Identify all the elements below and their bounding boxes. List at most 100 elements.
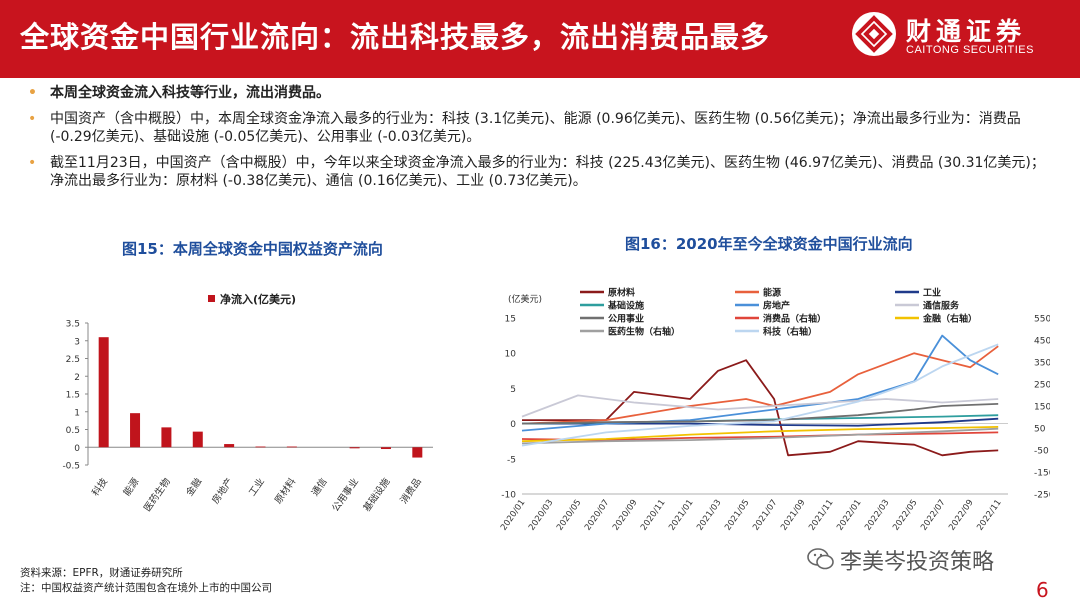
legend-label: 金融（右轴） — [922, 313, 977, 325]
x-tick-label: 2021/03 — [695, 498, 723, 533]
weekly-flow-bar-chart: 净流入(亿美元) 3.5 3 2.5 2 1.5 1 0.5 0 -0.5 科技 能源 医药生物 金融 房地… — [62, 292, 433, 514]
series-line — [521, 343, 999, 447]
bar — [412, 447, 423, 458]
series-line — [521, 427, 999, 445]
company-logo: 财通证券 CAITONG SECURITIES — [852, 10, 1062, 66]
x-tick-label: 消费品 — [398, 476, 424, 506]
scope-note: 注：中国权益资产统计范围包含在境外上市的中国公司 — [20, 582, 272, 594]
legend-label: 公用事业 — [608, 313, 644, 325]
y-tick-label: 3 — [74, 337, 80, 347]
x-tick-label: 能源 — [121, 475, 142, 498]
x-tick-label: 2020/03 — [527, 498, 555, 533]
bar — [286, 446, 297, 448]
bullet-item: • 截至11月23日，中国资产（含中概股）中，今年以来全球资金净流入最多的行业为：… — [28, 155, 1045, 189]
x-tick-label: 2021/07 — [751, 498, 779, 533]
legend-label: 净流入(亿美元) — [220, 292, 296, 306]
x-tick-label: 2020/09 — [611, 498, 639, 533]
x-tick-label: 基础设施 — [361, 475, 393, 513]
legend-label: 基础设施 — [607, 300, 644, 312]
bar — [224, 444, 235, 448]
bar — [98, 337, 109, 448]
y-right-tick-label: 550 — [1034, 315, 1050, 325]
y-right-tick-label: 450 — [1034, 337, 1050, 347]
bullet-dot-icon: • — [28, 111, 37, 127]
y-tick-label: 0 — [74, 444, 80, 454]
y-left-tick-label: 0 — [510, 420, 516, 430]
series-line — [521, 403, 999, 425]
x-tick-label: 房地产 — [209, 476, 235, 506]
bar — [255, 446, 266, 448]
bar — [161, 427, 172, 448]
bar — [130, 413, 141, 448]
x-tick-label: 医药生物 — [141, 475, 173, 513]
x-tick-label: 2020/05 — [555, 498, 583, 533]
page-title: 全球资金中国行业流向：流出科技最多，流出消费品最多 — [20, 20, 771, 54]
y-left-tick-label: 10 — [505, 350, 517, 360]
x-tick-label: 2021/09 — [779, 498, 807, 533]
y-tick-label: 2.5 — [66, 355, 80, 365]
x-tick-label: 2022/01 — [835, 498, 863, 533]
y-tick-label: 2 — [74, 373, 80, 383]
x-tick-label: 2020/01 — [499, 498, 527, 533]
series-line — [522, 359, 999, 457]
account-watermark: 李美岑投资策略 — [840, 550, 995, 575]
series-line — [522, 417, 999, 427]
summary-bullets: • 本周全球资金流入科技等行业，流出消费品。 • 中国资产（含中概股）中，本周全球资… — [28, 84, 1058, 198]
legend-label: 房地产 — [763, 300, 790, 312]
wechat-icon — [807, 548, 834, 570]
legend-swatch — [208, 295, 215, 302]
y-right-tick-label: 50 — [1034, 425, 1046, 435]
y-right-tick-label: -50 — [1034, 447, 1049, 457]
y-right-tick-label: -150 — [1034, 469, 1050, 479]
x-tick-label: 2022/03 — [863, 498, 891, 533]
y-unit-label: (亿美元) — [508, 293, 542, 305]
y-right-tick-label: -250 — [1034, 491, 1050, 501]
logo-emblem-icon — [852, 12, 896, 56]
x-tick-label: 工业 — [247, 476, 267, 498]
series-line — [521, 431, 999, 442]
legend-label: 通信服务 — [923, 300, 960, 312]
x-tick-label: 2020/11 — [639, 498, 667, 533]
legend-label: 科技（右轴） — [763, 326, 817, 338]
x-tick-label: 2021/05 — [723, 498, 751, 533]
y-left-tick-label: 5 — [510, 385, 516, 395]
bar — [380, 447, 391, 450]
bullet-item: • 本周全球资金流入科技等行业，流出消费品。 — [28, 85, 330, 101]
y-left-tick-label: -5 — [507, 455, 516, 465]
y-right-tick-label: 150 — [1034, 403, 1050, 413]
legend-label: 原材料 — [608, 287, 635, 299]
series-line — [521, 345, 999, 425]
legend-label: 消费品（右轴） — [763, 313, 826, 325]
title-banner: 全球资金中国行业流向：流出科技最多，流出消费品最多 财通证券 CAITONG S… — [0, 0, 1080, 78]
x-tick-label: 2022/11 — [975, 498, 1003, 533]
figure-16-title: 图16：2020年至今全球资金中国行业流向 — [625, 235, 913, 253]
bullet-item: • 中国资产（含中概股）中，本周全球资金净流入最多的行业为：科技 (3.1亿美元)… — [28, 111, 1021, 145]
x-tick-label: 2022/05 — [891, 498, 919, 533]
series-line — [521, 426, 999, 443]
y-left-tick-label: 15 — [505, 315, 516, 325]
y-right-tick-label: 350 — [1034, 359, 1050, 369]
legend-label: 能源 — [763, 287, 781, 299]
x-tick-label: 科技 — [89, 475, 110, 498]
x-tick-label: 公用事业 — [329, 476, 361, 514]
legend-label: 工业 — [923, 287, 941, 299]
legend-label: 医药生物（右轴） — [608, 326, 680, 338]
bullet-dot-icon: • — [28, 155, 37, 171]
page-number: 6 — [1036, 578, 1049, 602]
figure-15-title: 图15：本周全球资金中国权益资产流向 — [122, 240, 383, 258]
y-tick-label: 1.5 — [66, 391, 80, 401]
bar — [192, 431, 203, 448]
bullet-dot-icon: • — [28, 85, 37, 101]
logo-english-name: CAITONG SECURITIES — [906, 44, 1034, 56]
x-tick-label: 通信 — [309, 476, 330, 498]
y-tick-label: 3.5 — [66, 320, 80, 330]
x-tick-label: 2022/07 — [919, 498, 947, 533]
x-tick-label: 2021/01 — [667, 498, 695, 533]
y-tick-label: -0.5 — [62, 462, 80, 472]
x-tick-label: 2021/11 — [807, 498, 835, 533]
y-tick-label: 1 — [74, 408, 80, 418]
source-note: 资料来源：EPFR，财通证券研究所 — [20, 567, 183, 579]
x-tick-label: 原材料 — [272, 475, 298, 506]
bar — [349, 447, 360, 449]
